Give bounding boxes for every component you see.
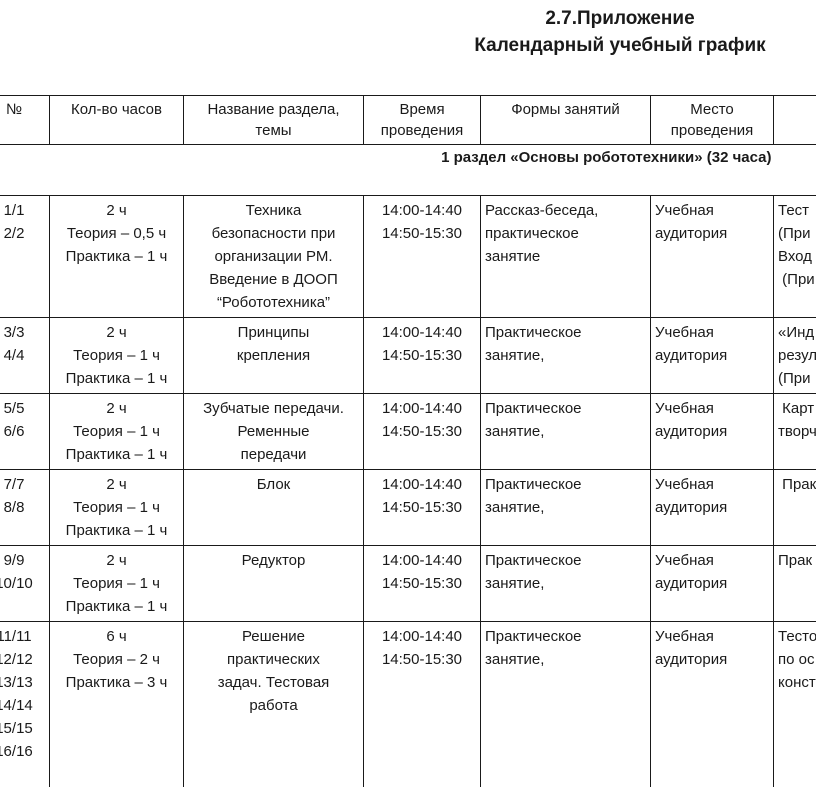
header-time: Время проведения: [363, 95, 481, 145]
cell-control: Карт творч: [773, 393, 816, 470]
cell-time: 14:00-14:40 14:50-15:30: [363, 621, 481, 787]
cell-form: Практическое занятие,: [480, 545, 651, 622]
cell-hours: 2 ч Теория – 1 ч Практика – 1 ч: [49, 469, 184, 546]
cell-topic: Принципы крепления: [183, 317, 364, 394]
cell-place: Учебная аудитория: [650, 469, 774, 546]
cell-lesson-number: 5/5 6/6: [0, 393, 50, 470]
cell-control: Тест (При Вход (При: [773, 195, 816, 318]
cell-time: 14:00-14:40 14:50-15:30: [363, 545, 481, 622]
cell-control: «Инд резул (При: [773, 317, 816, 394]
cell-lesson-number: 1/1 2/2: [0, 195, 50, 318]
cell-form: Практическое занятие,: [480, 469, 651, 546]
header-topic: Название раздела, темы: [183, 95, 364, 145]
cell-lesson-number: 9/9 10/10: [0, 545, 50, 622]
cell-topic: Блок: [183, 469, 364, 546]
cell-topic: Техника безопасности при организации РМ.…: [183, 195, 364, 318]
cell-control: Прак: [773, 469, 816, 546]
cell-time: 14:00-14:40 14:50-15:30: [363, 393, 481, 470]
header-control: [773, 95, 816, 145]
cell-place: Учебная аудитория: [650, 393, 774, 470]
cell-topic: Редуктор: [183, 545, 364, 622]
section-row: 1 раздел «Основы робототехники» (32 часа…: [0, 144, 816, 196]
cell-hours: 2 ч Теория – 1 ч Практика – 1 ч: [49, 393, 184, 470]
title-appendix-line: 2.7.Приложение: [545, 8, 695, 29]
header-lesson-number: №: [0, 95, 50, 145]
cell-place: Учебная аудитория: [650, 195, 774, 318]
cell-topic: Решение практических задач. Тестовая раб…: [183, 621, 364, 787]
cell-lesson-number: 3/3 4/4: [0, 317, 50, 394]
header-form: Формы занятий: [480, 95, 651, 145]
cell-control: Прак: [773, 545, 816, 622]
cell-place: Учебная аудитория: [650, 317, 774, 394]
cell-hours: 2 ч Теория – 0,5 ч Практика – 1 ч: [49, 195, 184, 318]
cell-lesson-number: 7/7 8/8: [0, 469, 50, 546]
header-place: Место проведения: [650, 95, 774, 145]
cell-hours: 2 ч Теория – 1 ч Практика – 1 ч: [49, 317, 184, 394]
cell-hours: 2 ч Теория – 1 ч Практика – 1 ч: [49, 545, 184, 622]
cell-form: Практическое занятие,: [480, 317, 651, 394]
table-row: 11/11 12/12 13/13 14/14 15/15 16/166 ч Т…: [0, 621, 816, 787]
title-schedule-line: Календарный учебный график: [474, 35, 766, 56]
table-row: 3/3 4/4 2 ч Теория – 1 ч Практика – 1 ч Пр…: [0, 317, 816, 394]
schedule-table: № Кол-во часов Название раздела, темы Время…: [0, 95, 816, 787]
cell-time: 14:00-14:40 14:50-15:30: [363, 195, 481, 318]
cell-hours: 6 ч Теория – 2 ч Практика – 3 ч: [49, 621, 184, 787]
section-title: 1 раздел «Основы робототехники» (32 часа…: [0, 144, 816, 196]
table-row: 1/1 2/2 2 ч Теория – 0,5 ч Практика – 1 ч…: [0, 195, 816, 318]
table-header-row: № Кол-во часов Название раздела, темы Время…: [0, 95, 816, 145]
cell-time: 14:00-14:40 14:50-15:30: [363, 469, 481, 546]
cell-topic: Зубчатые передачи. Ременные передачи: [183, 393, 364, 470]
table-row: 5/5 6/6 2 ч Теория – 1 ч Практика – 1 ч Зу…: [0, 393, 816, 470]
cell-form: Рассказ-беседа, практическое занятие: [480, 195, 651, 318]
cell-form: Практическое занятие,: [480, 393, 651, 470]
cell-form: Практическое занятие,: [480, 621, 651, 787]
cell-time: 14:00-14:40 14:50-15:30: [363, 317, 481, 394]
page-title: 2.7.Приложение Календарный учебный графи…: [400, 5, 816, 59]
table-row: 7/7 8/8 2 ч Теория – 1 ч Практика – 1 ч Бл…: [0, 469, 816, 546]
header-hours: Кол-во часов: [49, 95, 184, 145]
cell-place: Учебная аудитория: [650, 545, 774, 622]
cell-control: Тесто по ос конст: [773, 621, 816, 787]
table-row: 9/9 10/102 ч Теория – 1 ч Практика – 1 ч…: [0, 545, 816, 622]
cell-lesson-number: 11/11 12/12 13/13 14/14 15/15 16/16: [0, 621, 50, 787]
cell-place: Учебная аудитория: [650, 621, 774, 787]
schedule-table-wrap: № Кол-во часов Название раздела, темы Время…: [0, 95, 816, 787]
